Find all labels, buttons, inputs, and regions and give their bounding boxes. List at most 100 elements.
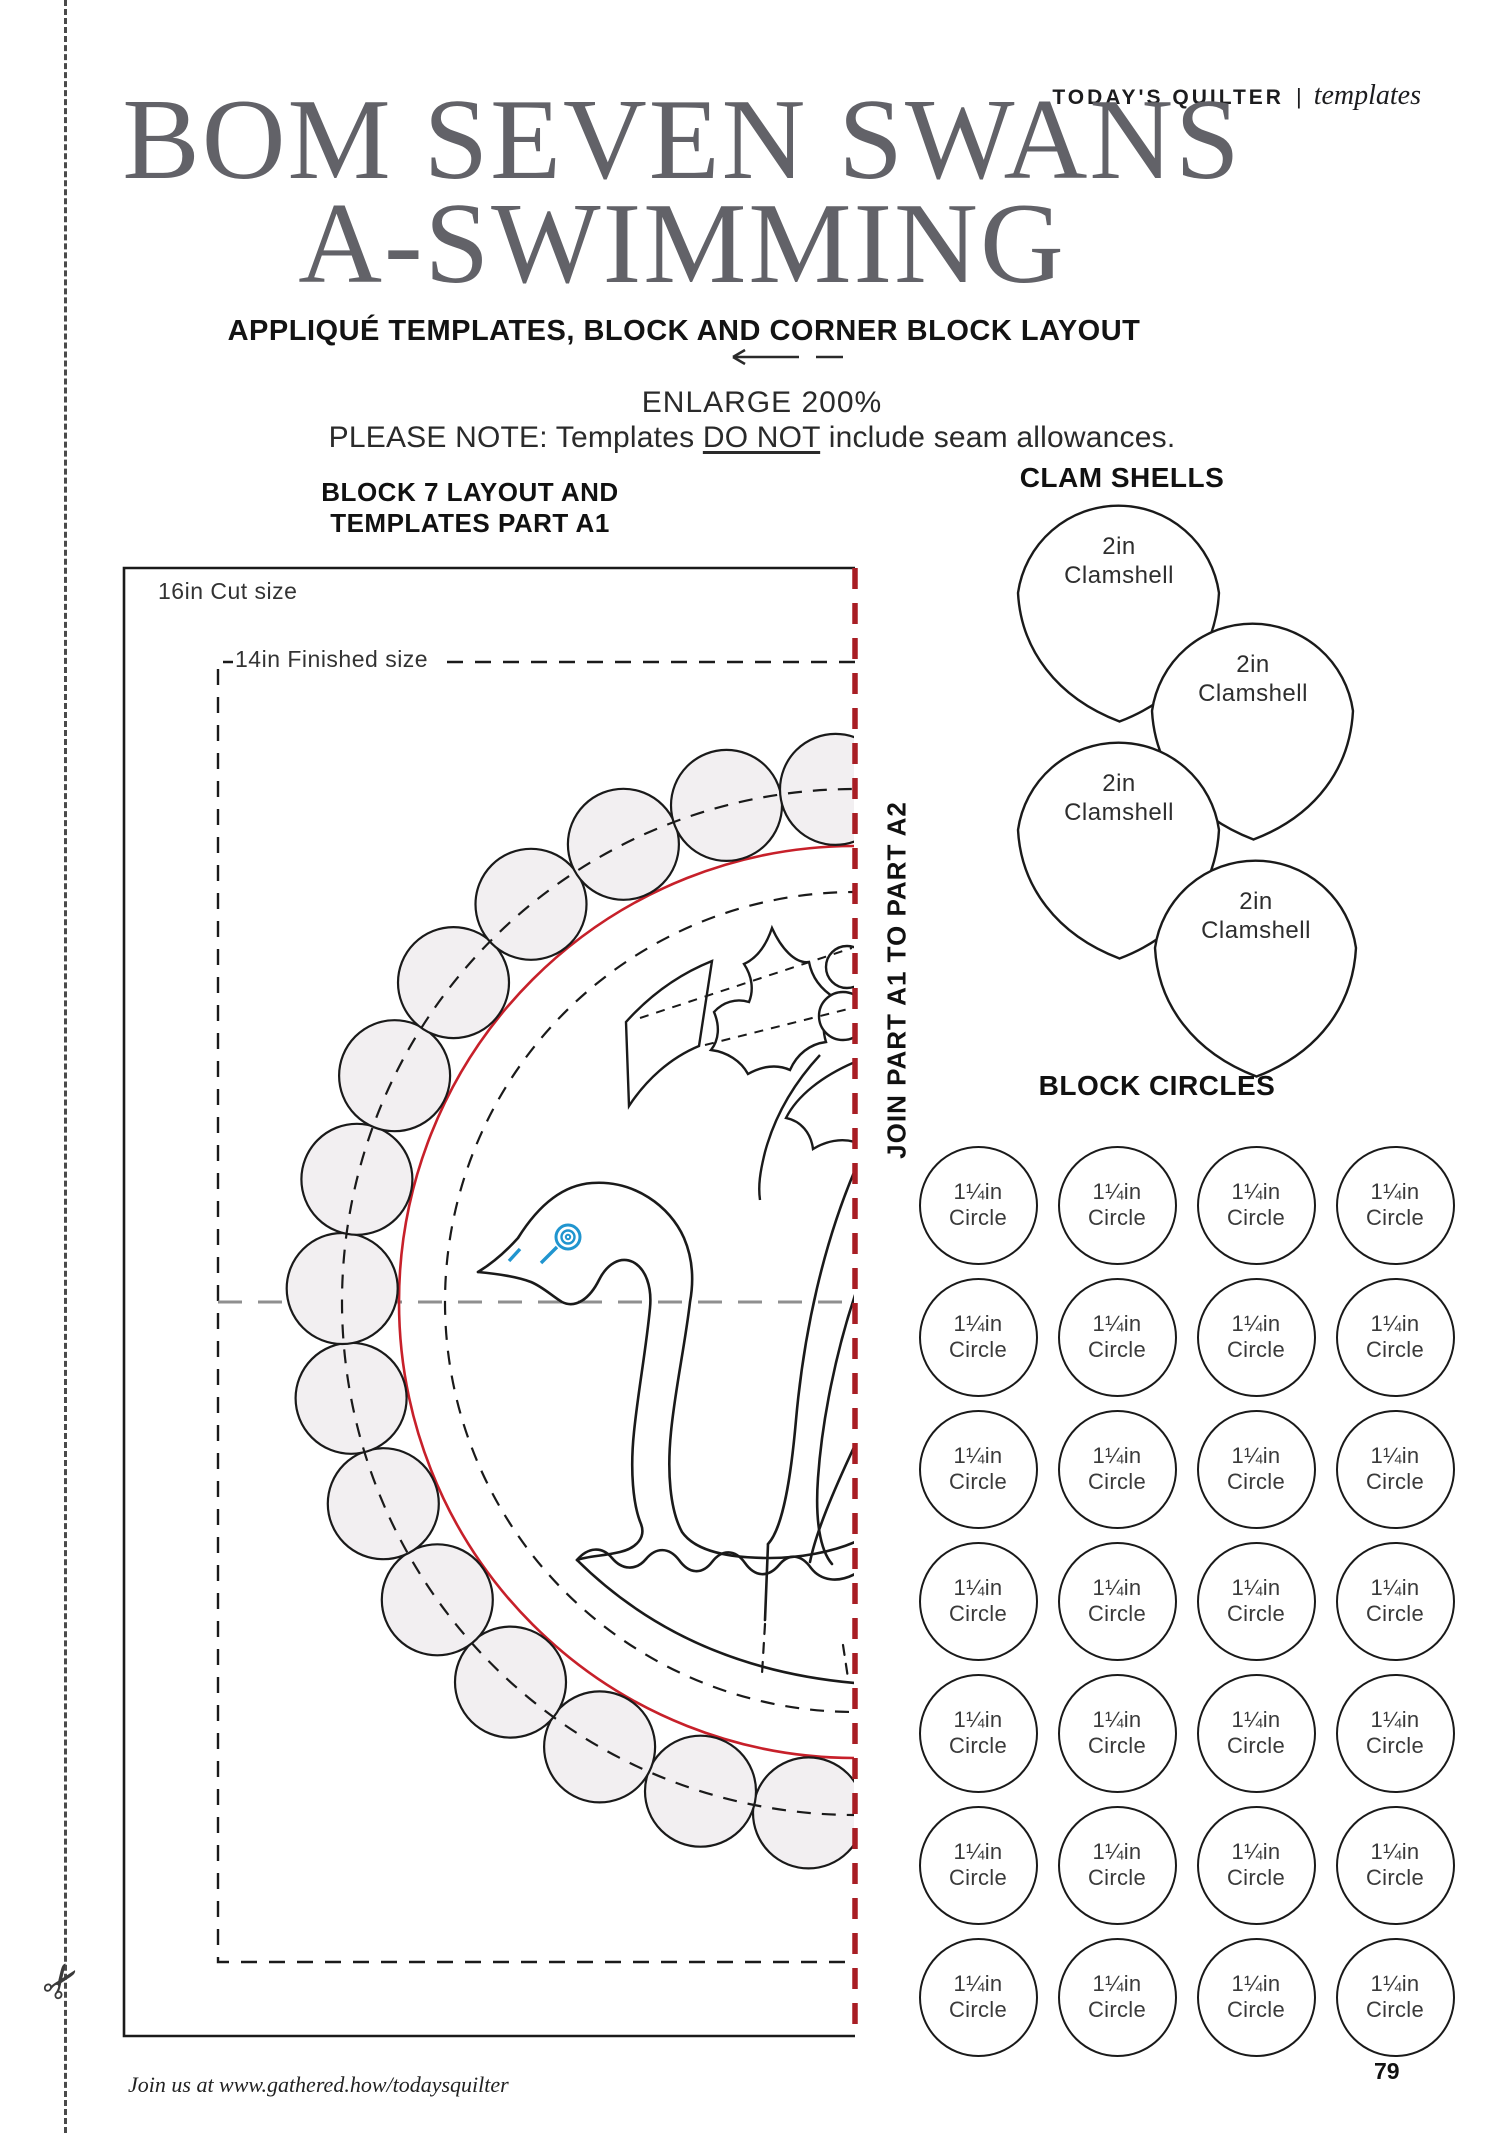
cut-size-rect bbox=[122, 566, 855, 2038]
page-subtitle: APPLIQUÉ TEMPLATES, BLOCK AND CORNER BLO… bbox=[227, 315, 1141, 347]
clamshell-label: 2in Clamshell bbox=[1016, 769, 1222, 827]
holly-vein-dashed bbox=[704, 1007, 853, 1046]
block-circle-label-line2: Circle bbox=[948, 1733, 1008, 1758]
masthead: TODAY'S QUILTER | templates bbox=[1052, 80, 1421, 112]
block-circle-label-line1: 1¼in bbox=[953, 1311, 1003, 1336]
block-circle-label-line2: Circle bbox=[1087, 1865, 1147, 1890]
clamshell-label-line2: Clamshell bbox=[1198, 680, 1308, 707]
clamshell-label-line1: 2in bbox=[1239, 888, 1273, 915]
block-circle-label-line2: Circle bbox=[1087, 1337, 1147, 1362]
block-circle-label-line2: Circle bbox=[948, 1601, 1008, 1626]
ring-circle bbox=[380, 1543, 494, 1657]
scale-arrow-mark bbox=[732, 348, 843, 366]
swan-wing-edge-dashed bbox=[760, 1622, 767, 1676]
block-circle-template: 1¼in Circle bbox=[1196, 1409, 1316, 1529]
block-circle-label-line1: 1¼in bbox=[1231, 1311, 1281, 1336]
clamshell-label: 2in Clamshell bbox=[1016, 532, 1222, 590]
swan-throat-neck-front bbox=[476, 1258, 652, 1562]
swan-tail-curve bbox=[808, 1444, 854, 1564]
swan-tail-dashed bbox=[841, 1643, 850, 1680]
block-circle-template: 1¼in Circle bbox=[1335, 1937, 1455, 2057]
finished-size-label: 14in Finished size bbox=[233, 646, 437, 675]
ring-circle bbox=[778, 732, 854, 846]
block-circle-template: 1¼in Circle bbox=[1057, 1277, 1177, 1397]
block-circle-template: 1¼in Circle bbox=[1196, 1145, 1316, 1265]
block-circle-template: 1¼in Circle bbox=[1335, 1277, 1455, 1397]
block-circle-template: 1¼in Circle bbox=[1335, 1541, 1455, 1661]
block-circle-label-line1: 1¼in bbox=[1370, 1971, 1420, 1996]
block-circle-label-line2: Circle bbox=[1226, 1601, 1286, 1626]
enlarge-note: ENLARGE 200% bbox=[641, 386, 883, 419]
block-circle-template: 1¼in Circle bbox=[1335, 1145, 1455, 1265]
block-circle-label-line1: 1¼in bbox=[1231, 1839, 1281, 1864]
clamshell-label: 2in Clamshell bbox=[1153, 887, 1359, 945]
magazine-brand: TODAY'S QUILTER bbox=[1052, 86, 1284, 109]
cut-guide-dashed-line bbox=[64, 0, 67, 2133]
block-layout-heading: BLOCK 7 LAYOUT AND TEMPLATES PART A1 bbox=[321, 477, 618, 539]
holly-berry bbox=[824, 944, 854, 990]
ring-circle bbox=[474, 847, 588, 961]
note-prefix: PLEASE NOTE: Templates bbox=[328, 421, 703, 454]
block-circle-label-line2: Circle bbox=[1365, 1337, 1425, 1362]
page-title: BOM SEVEN SWANS A-SWIMMING bbox=[122, 76, 1242, 308]
holly-sprig bbox=[624, 924, 854, 1201]
block-circle-label-line1: 1¼in bbox=[1231, 1575, 1281, 1600]
block-circle-template: 1¼in Circle bbox=[1335, 1409, 1455, 1529]
block-circle-label-line2: Circle bbox=[1226, 1733, 1286, 1758]
block-circle-label-line1: 1¼in bbox=[953, 1179, 1003, 1204]
block-circle-template: 1¼in Circle bbox=[1057, 1937, 1177, 2057]
block-circle-template: 1¼in Circle bbox=[918, 1805, 1038, 1925]
clamshell-label-line1: 2in bbox=[1102, 533, 1136, 560]
block-circle-label-line1: 1¼in bbox=[1370, 1707, 1420, 1732]
block-circle-label-line2: Circle bbox=[1365, 1601, 1425, 1626]
block-circle-label-line1: 1¼in bbox=[1092, 1443, 1142, 1468]
holly-leaf-partial bbox=[784, 1061, 854, 1151]
block-circle-label-line1: 1¼in bbox=[1370, 1179, 1420, 1204]
note-suffix: include seam allowances. bbox=[820, 421, 1176, 454]
block-circle-label-line1: 1¼in bbox=[1092, 1839, 1142, 1864]
block-circle-label-line2: Circle bbox=[948, 1337, 1008, 1362]
block-circle-label-line2: Circle bbox=[1226, 1205, 1286, 1230]
footer-url: Join us at www.gathered.how/todaysquilte… bbox=[128, 2072, 509, 2097]
swan-head-neck-back bbox=[476, 1181, 854, 1560]
block-circle-label-line1: 1¼in bbox=[1231, 1707, 1281, 1732]
clamshell-label-line1: 2in bbox=[1102, 770, 1136, 797]
page-title-line1: BOM SEVEN SWANS bbox=[122, 76, 1242, 204]
block-circle-label-line2: Circle bbox=[1226, 1997, 1286, 2022]
ring-circle bbox=[294, 1341, 408, 1455]
block-circle-label-line1: 1¼in bbox=[953, 1839, 1003, 1864]
block-layout-heading-line1: BLOCK 7 LAYOUT AND bbox=[321, 477, 619, 507]
ring-circle bbox=[338, 1019, 452, 1133]
clamshell-label-line2: Clamshell bbox=[1064, 799, 1174, 826]
block-circle-label-line1: 1¼in bbox=[1092, 1707, 1142, 1732]
block-circle-label-line1: 1¼in bbox=[953, 1443, 1003, 1468]
swan-wing-edge bbox=[763, 1542, 770, 1622]
note-emphasis: DO NOT bbox=[702, 421, 821, 454]
block-circle-label-line2: Circle bbox=[1226, 1337, 1286, 1362]
block-circle-label-line1: 1¼in bbox=[1370, 1575, 1420, 1600]
block-circle-template: 1¼in Circle bbox=[1057, 1673, 1177, 1793]
block-circle-label-line1: 1¼in bbox=[1370, 1311, 1420, 1336]
block-circle-label-line1: 1¼in bbox=[1231, 1971, 1281, 1996]
block-circle-label-line2: Circle bbox=[1087, 1997, 1147, 2022]
block-circle-label-line1: 1¼in bbox=[1231, 1443, 1281, 1468]
clamshell-label-line1: 2in bbox=[1236, 651, 1270, 678]
red-guide-circle bbox=[397, 844, 854, 1760]
swan-belly-arc bbox=[575, 1558, 854, 1685]
block-circle-template: 1¼in Circle bbox=[1335, 1805, 1455, 1925]
ring-centre-guide-circle bbox=[341, 788, 854, 1816]
block-circle-label-line1: 1¼in bbox=[1370, 1443, 1420, 1468]
block-circle-label-line1: 1¼in bbox=[1092, 1311, 1142, 1336]
block-circle-template: 1¼in Circle bbox=[1196, 1673, 1316, 1793]
join-parts-label: JOIN PART A1 TO PART A2 bbox=[881, 801, 912, 1159]
block-circle-label-line2: Circle bbox=[948, 1469, 1008, 1494]
block-circle-template: 1¼in Circle bbox=[1196, 1277, 1316, 1397]
block-circle-template: 1¼in Circle bbox=[1196, 1541, 1316, 1661]
page-title-line2: A-SWIMMING bbox=[298, 180, 1066, 308]
holly-berry bbox=[817, 990, 854, 1042]
block-circle-label-line2: Circle bbox=[948, 1865, 1008, 1890]
clam-shells-heading: CLAM SHELLS bbox=[1019, 462, 1225, 493]
page-number: 79 bbox=[1374, 2058, 1400, 2084]
